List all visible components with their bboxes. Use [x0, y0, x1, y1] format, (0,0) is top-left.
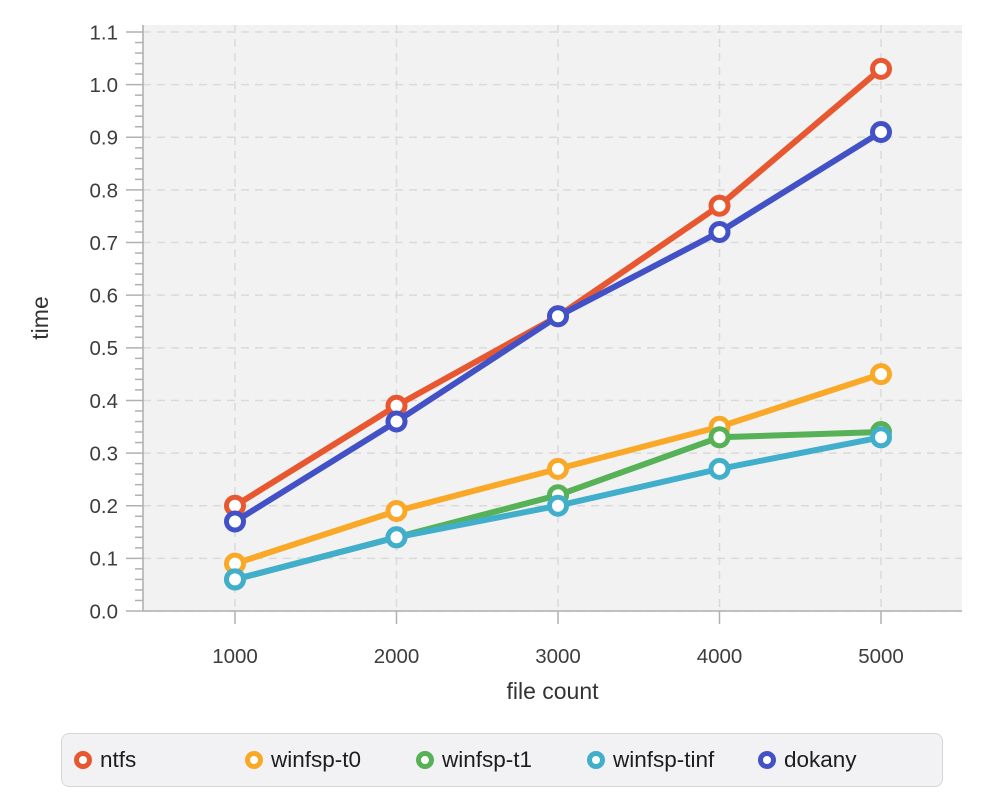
data-point-marker — [224, 510, 246, 533]
data-point-marker — [870, 57, 892, 80]
series-winfsp-tinf — [224, 426, 892, 591]
legend-label: ntfs — [100, 747, 137, 772]
legend-item-ntfs: ntfs — [74, 747, 245, 773]
series-dokany — [224, 121, 892, 533]
x-tick-label: 3000 — [535, 645, 581, 668]
chart-legend: ntfs winfsp-t0 winfsp-t1 winfsp-tinf dok… — [61, 733, 943, 787]
y-tick-label: 0.4 — [90, 390, 119, 413]
x-tick-label: 5000 — [858, 645, 904, 668]
series-marker-icon — [416, 751, 434, 769]
data-point-marker — [708, 221, 731, 244]
y-tick-label: 1.1 — [90, 21, 119, 44]
series-marker-icon — [758, 751, 776, 769]
y-tick-label: 0.9 — [90, 127, 119, 150]
y-tick-label: 0.5 — [90, 337, 119, 360]
data-point-marker — [385, 526, 408, 549]
y-tick-label: 0.3 — [90, 442, 119, 465]
y-tick-label: 0.0 — [90, 600, 119, 623]
data-point-marker — [870, 363, 892, 386]
y-tick-label: 0.6 — [90, 285, 119, 308]
data-point-marker — [870, 121, 892, 144]
legend-item-dokany: dokany — [758, 747, 857, 773]
legend-label: winfsp-t0 — [271, 747, 362, 772]
legend-item-winfsp-tinf: winfsp-tinf — [587, 747, 758, 773]
series-marker-icon — [74, 751, 92, 769]
legend-label: winfsp-t1 — [442, 747, 533, 772]
x-tick-label: 1000 — [212, 645, 258, 668]
series-marker-icon — [587, 751, 605, 769]
x-tick-label: 4000 — [697, 645, 743, 668]
data-point-marker — [708, 426, 731, 449]
y-axis-title: time — [27, 296, 53, 339]
series-winfsp-t0 — [224, 363, 892, 575]
x-tick-label: 2000 — [374, 645, 420, 668]
legend-label: dokany — [784, 747, 857, 772]
legend-label: winfsp-tinf — [613, 747, 715, 772]
data-point-marker — [708, 457, 731, 480]
axis-lines — [142, 25, 962, 612]
data-point-marker — [385, 410, 408, 433]
y-tick-label: 0.2 — [90, 495, 119, 518]
data-point-marker — [708, 194, 731, 217]
series-marker-icon — [245, 751, 263, 769]
data-point-marker — [547, 305, 569, 328]
legend-item-winfsp-t0: winfsp-t0 — [245, 747, 416, 773]
legend-item-winfsp-t1: winfsp-t1 — [416, 747, 587, 773]
y-tick-label: 0.1 — [90, 548, 119, 571]
y-tick-label: 0.8 — [90, 179, 119, 202]
line-chart: 0.0 0.1 0.2 0.3 0.4 0.5 0.6 0.7 0.8 0.9 1.0 1.1 1000… — [27, 21, 962, 704]
y-tick-label: 1.0 — [90, 74, 119, 97]
data-point-marker — [547, 457, 569, 480]
x-axis-title: file count — [506, 678, 599, 704]
data-point-marker — [547, 494, 569, 517]
y-tick-label: 0.7 — [90, 232, 119, 255]
data-point-marker — [870, 426, 892, 449]
axis-ticks — [126, 31, 882, 624]
data-point-marker — [224, 568, 246, 591]
data-point-marker — [385, 499, 408, 522]
